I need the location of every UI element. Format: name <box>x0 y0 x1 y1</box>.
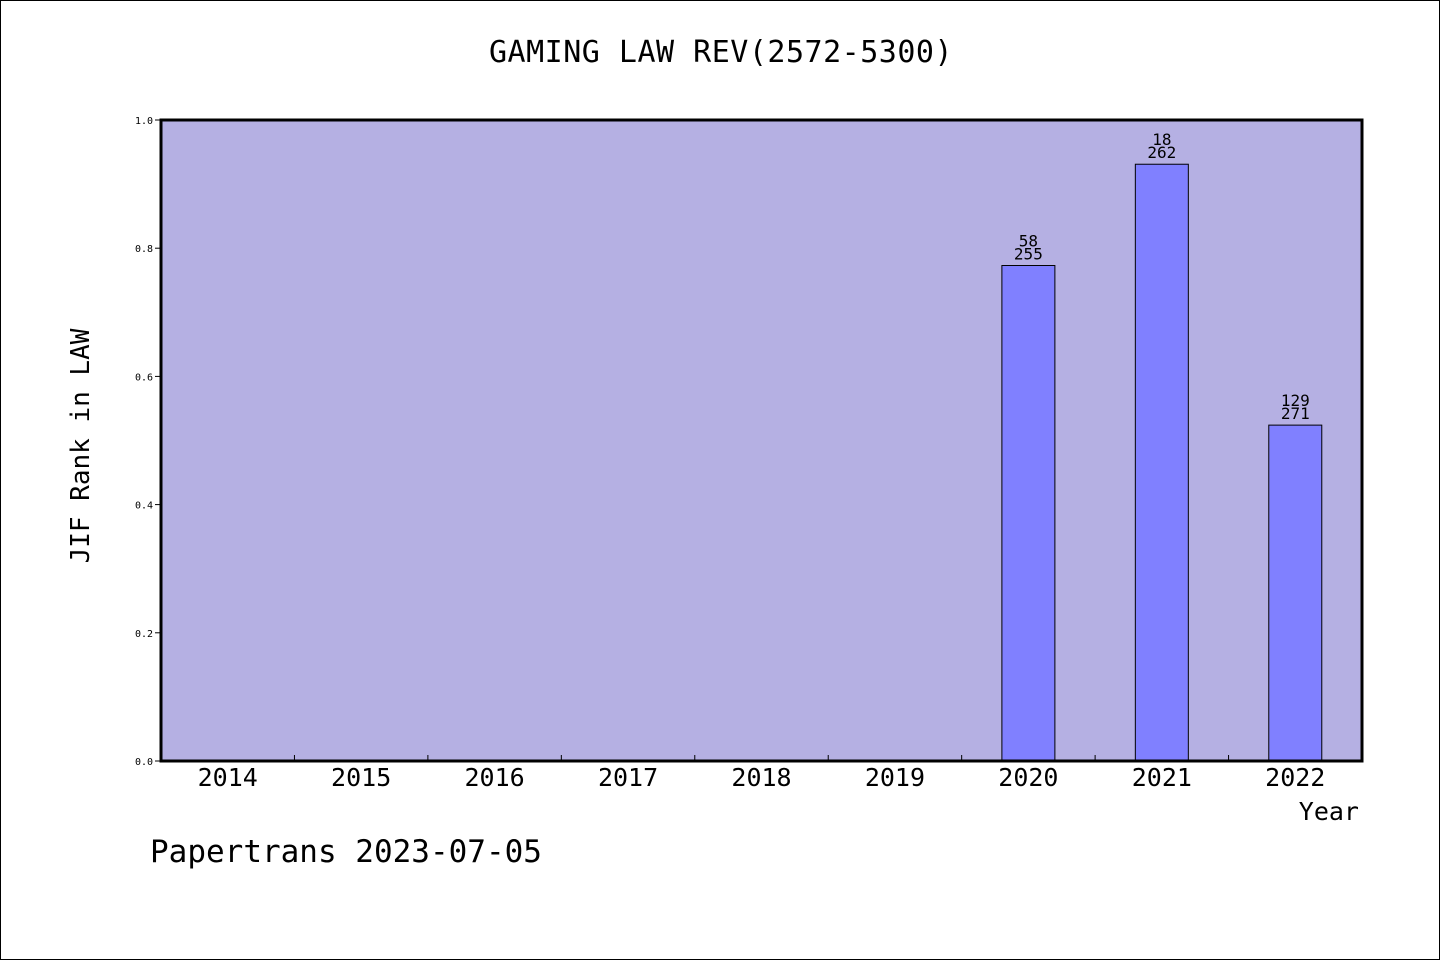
bar-label-rank-2022: 129 <box>1281 391 1310 410</box>
bar-2020 <box>1001 265 1056 762</box>
bar-label-rank-2021: 18 <box>1152 130 1171 149</box>
y-tick-label-0.0: 0.0 <box>135 757 153 768</box>
y-tick-label-0.4: 0.4 <box>135 501 153 512</box>
x-tick-label-2018: 2018 <box>731 763 791 792</box>
bar-label-total-2022: 271 <box>1281 404 1310 423</box>
watermark-text: Papertrans 2023-07-05 <box>150 834 542 870</box>
x-tick-label-2015: 2015 <box>331 763 391 792</box>
bar-label-total-2021: 262 <box>1147 143 1176 162</box>
y-tick-label-0.8: 0.8 <box>135 244 153 255</box>
y-tick-label-0.2: 0.2 <box>135 629 153 640</box>
x-tick-label-2014: 2014 <box>198 763 258 792</box>
x-tick-label-2020: 2020 <box>998 763 1058 792</box>
x-tick-label-2017: 2017 <box>598 763 658 792</box>
x-tick-label-2022: 2022 <box>1265 763 1325 792</box>
bar-2022 <box>1268 424 1323 762</box>
chart-title: GAMING LAW REV(2572-5300) <box>488 35 954 70</box>
y-tick-label-0.6: 0.6 <box>135 372 153 383</box>
bar-label-total-2020: 255 <box>1014 245 1043 264</box>
x-tick-label-2019: 2019 <box>865 763 925 792</box>
y-tick-label-1.0: 1.0 <box>135 116 153 127</box>
bar-2021 <box>1134 163 1189 762</box>
x-tick-label-2016: 2016 <box>465 763 525 792</box>
bar-label-rank-2020: 58 <box>1019 232 1038 251</box>
x-axis-label: Year <box>1298 797 1359 826</box>
x-tick-label-2021: 2021 <box>1132 763 1192 792</box>
plot-frame <box>159 118 1364 763</box>
